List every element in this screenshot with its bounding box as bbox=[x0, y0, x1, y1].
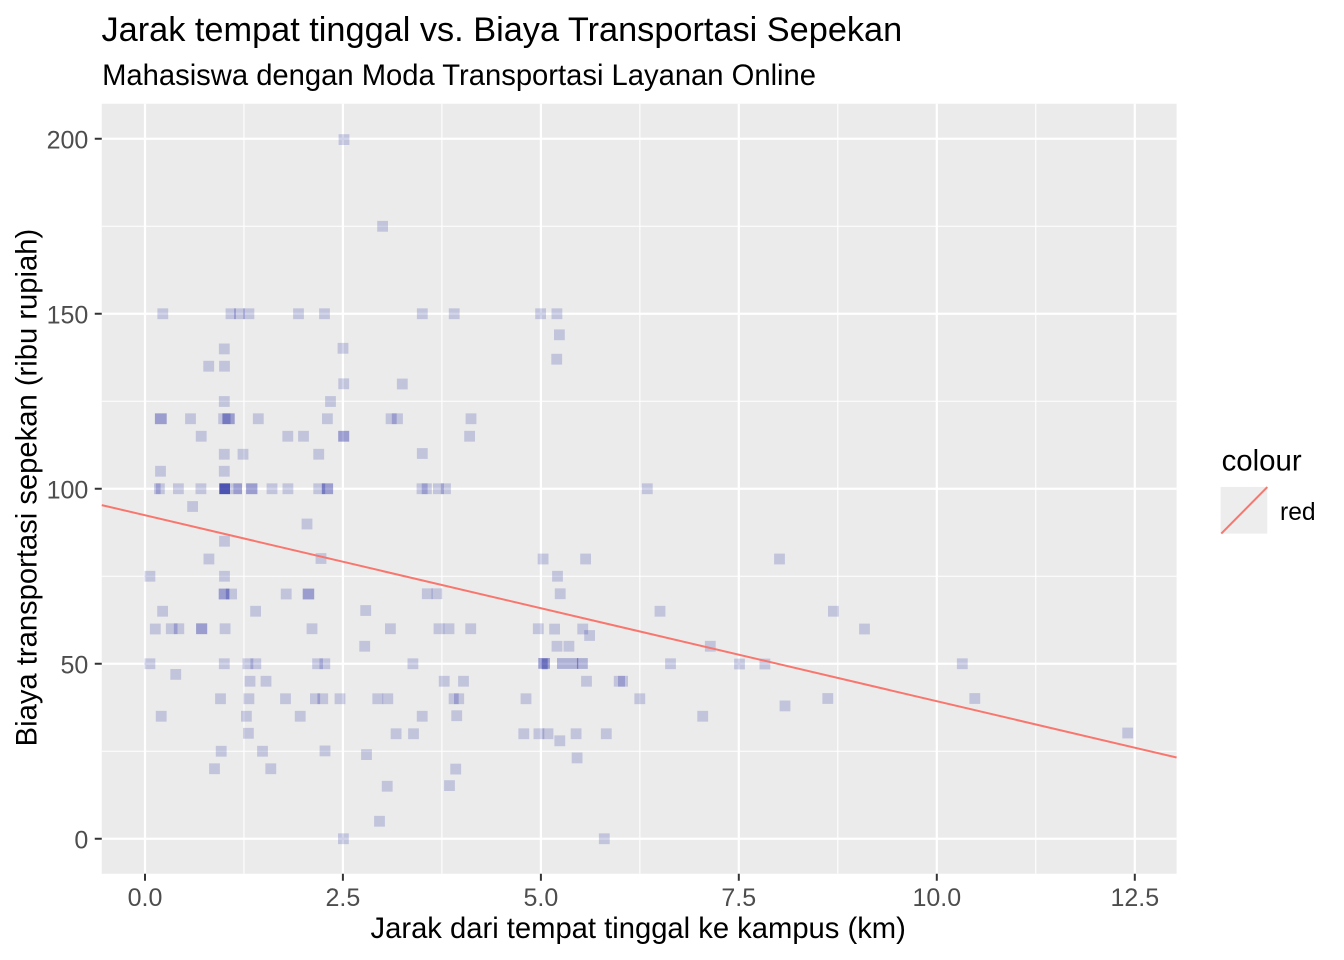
svg-text:Jarak dari tempat tinggal ke k: Jarak dari tempat tinggal ke kampus (km) bbox=[371, 913, 906, 945]
svg-text:12.5: 12.5 bbox=[1110, 884, 1159, 912]
svg-text:2.5: 2.5 bbox=[326, 884, 361, 912]
svg-text:colour: colour bbox=[1222, 444, 1302, 477]
svg-text:7.5: 7.5 bbox=[721, 884, 756, 912]
svg-text:50: 50 bbox=[60, 651, 88, 679]
svg-text:Mahasiswa dengan Moda Transpor: Mahasiswa dengan Moda Transportasi Layan… bbox=[102, 60, 816, 92]
svg-text:0.0: 0.0 bbox=[128, 884, 163, 912]
svg-text:5.0: 5.0 bbox=[524, 884, 559, 912]
svg-text:150: 150 bbox=[47, 301, 89, 329]
svg-text:red: red bbox=[1280, 499, 1316, 526]
svg-text:Jarak tempat tinggal vs. Biaya: Jarak tempat tinggal vs. Biaya Transport… bbox=[102, 11, 903, 49]
svg-text:200: 200 bbox=[47, 126, 89, 154]
svg-text:100: 100 bbox=[47, 476, 89, 504]
svg-text:0: 0 bbox=[74, 826, 88, 854]
svg-text:Biaya transportasi sepekan (ri: Biaya transportasi sepekan (ribu rupiah) bbox=[11, 229, 43, 747]
svg-text:10.0: 10.0 bbox=[912, 884, 961, 912]
